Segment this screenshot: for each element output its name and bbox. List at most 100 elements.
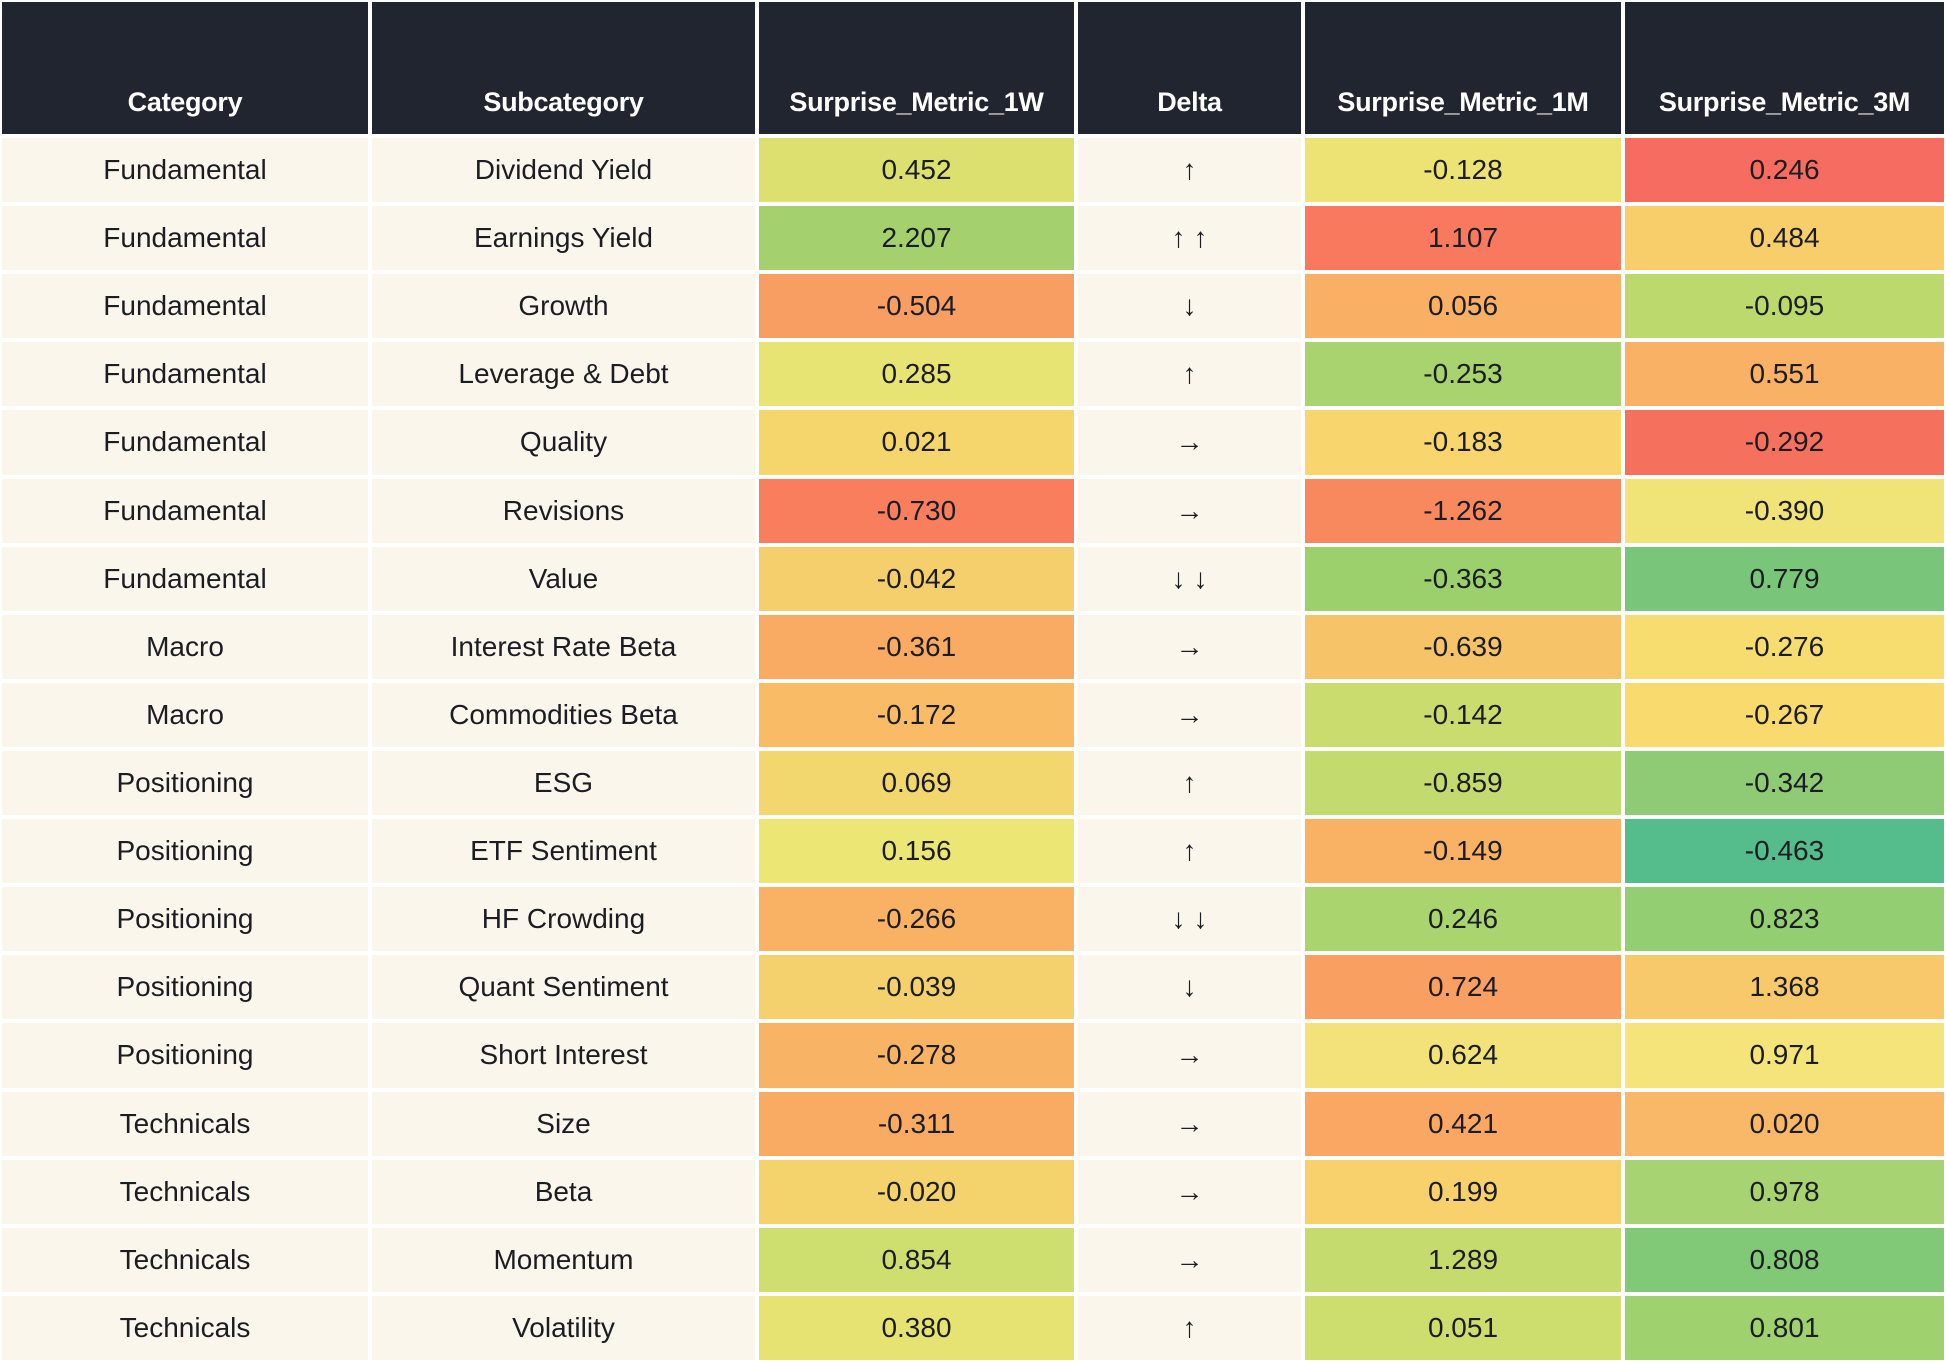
- table-row: Fundamental Earnings Yield 2.207 ↑↑ 1.107 0.4…: [0, 204, 1946, 273]
- subcategory-cell: Value: [370, 544, 757, 613]
- category-cell: Positioning: [0, 1021, 370, 1090]
- metric-1m-cell: -0.363: [1303, 544, 1623, 613]
- delta-cell: →: [1076, 1225, 1303, 1294]
- table-row: Positioning HF Crowding -0.266 ↓↓ 0.246 0.823: [0, 885, 1946, 954]
- subcategory-cell: Revisions: [370, 476, 757, 545]
- metric-1w-cell: -0.042: [757, 544, 1076, 613]
- metric-1m-cell: 0.246: [1303, 885, 1623, 954]
- metric-1w-cell: 0.021: [757, 408, 1076, 477]
- table-row: Positioning ETF Sentiment 0.156 ↑ -0.149 -0.4…: [0, 817, 1946, 886]
- category-cell: Fundamental: [0, 544, 370, 613]
- table-row: Fundamental Quality 0.021 → -0.183 -0.292: [0, 408, 1946, 477]
- metric-1m-cell: 0.056: [1303, 272, 1623, 341]
- category-cell: Fundamental: [0, 476, 370, 545]
- metric-3m-cell: 0.978: [1623, 1157, 1946, 1226]
- table-row: Fundamental Revisions -0.730 → -1.262 -0.390: [0, 476, 1946, 545]
- category-cell: Technicals: [0, 1157, 370, 1226]
- delta-cell: →: [1076, 476, 1303, 545]
- delta-cell: ↓: [1076, 272, 1303, 341]
- category-cell: Fundamental: [0, 408, 370, 477]
- metric-1w-cell: -0.361: [757, 612, 1076, 681]
- header-row: Category Subcategory Surprise_Metric_1W …: [0, 0, 1946, 136]
- subcategory-cell: Quant Sentiment: [370, 953, 757, 1022]
- metric-1w-cell: 0.285: [757, 340, 1076, 409]
- metric-1m-cell: -1.262: [1303, 476, 1623, 545]
- metric-1m-cell: 1.289: [1303, 1225, 1623, 1294]
- subcategory-cell: Interest Rate Beta: [370, 612, 757, 681]
- metric-3m-cell: 0.020: [1623, 1089, 1946, 1158]
- subcategory-cell: Quality: [370, 408, 757, 477]
- table-body: Fundamental Dividend Yield 0.452 ↑ -0.128 0.2…: [0, 136, 1946, 1362]
- table-row: Macro Commodities Beta -0.172 → -0.142 -0.267: [0, 680, 1946, 749]
- table-row: Technicals Size -0.311 → 0.421 0.020: [0, 1089, 1946, 1158]
- delta-cell: ↓↓: [1076, 885, 1303, 954]
- delta-cell: ↑: [1076, 748, 1303, 818]
- delta-cell: →: [1076, 612, 1303, 681]
- metric-3m-cell: 1.368: [1623, 953, 1946, 1022]
- category-cell: Fundamental: [0, 340, 370, 409]
- category-cell: Technicals: [0, 1293, 370, 1362]
- subcategory-cell: Beta: [370, 1157, 757, 1226]
- metric-1w-cell: 0.156: [757, 817, 1076, 886]
- metric-1w-cell: -0.039: [757, 953, 1076, 1022]
- metric-3m-cell: 0.779: [1623, 544, 1946, 613]
- metric-1m-cell: -0.183: [1303, 408, 1623, 477]
- table-row: Positioning Short Interest -0.278 → 0.624 0.9…: [0, 1021, 1946, 1090]
- category-cell: Fundamental: [0, 204, 370, 273]
- metric-1w-cell: -0.266: [757, 885, 1076, 954]
- metric-1m-cell: -0.128: [1303, 136, 1623, 205]
- table-row: Fundamental Value -0.042 ↓↓ -0.363 0.779: [0, 544, 1946, 613]
- category-cell: Macro: [0, 680, 370, 749]
- metric-1w-cell: -0.020: [757, 1157, 1076, 1226]
- table-row: Technicals Momentum 0.854 → 1.289 0.808: [0, 1225, 1946, 1294]
- delta-cell: ↑: [1076, 136, 1303, 205]
- metric-3m-cell: 0.246: [1623, 136, 1946, 205]
- metric-1w-cell: -0.172: [757, 680, 1076, 749]
- subcategory-cell: Volatility: [370, 1293, 757, 1362]
- metric-1m-cell: 0.724: [1303, 953, 1623, 1022]
- metric-1m-cell: -0.149: [1303, 817, 1623, 886]
- table-row: Macro Interest Rate Beta -0.361 → -0.639 -0.2…: [0, 612, 1946, 681]
- metric-3m-cell: 0.808: [1623, 1225, 1946, 1294]
- metric-3m-cell: 0.971: [1623, 1021, 1946, 1090]
- table-header: Category Subcategory Surprise_Metric_1W …: [0, 0, 1946, 136]
- table-row: Fundamental Growth -0.504 ↓ 0.056 -0.095: [0, 272, 1946, 341]
- subcategory-cell: Growth: [370, 272, 757, 341]
- metric-1w-cell: 0.854: [757, 1225, 1076, 1294]
- category-cell: Positioning: [0, 748, 370, 818]
- delta-cell: →: [1076, 1021, 1303, 1090]
- metric-3m-cell: 0.823: [1623, 885, 1946, 954]
- metric-3m-cell: -0.267: [1623, 680, 1946, 749]
- table-row: Technicals Volatility 0.380 ↑ 0.051 0.801: [0, 1293, 1946, 1362]
- category-cell: Positioning: [0, 885, 370, 954]
- category-cell: Fundamental: [0, 136, 370, 205]
- delta-cell: ↑: [1076, 340, 1303, 409]
- metric-3m-cell: 0.484: [1623, 204, 1946, 273]
- metric-1m-cell: -0.142: [1303, 680, 1623, 749]
- category-cell: Positioning: [0, 953, 370, 1022]
- table-row: Positioning Quant Sentiment -0.039 ↓ 0.724 1.…: [0, 953, 1946, 1022]
- metric-1m-cell: -0.253: [1303, 340, 1623, 409]
- metric-1m-cell: 0.421: [1303, 1089, 1623, 1158]
- subcategory-cell: Earnings Yield: [370, 204, 757, 273]
- metric-1w-cell: -0.278: [757, 1021, 1076, 1090]
- metric-3m-cell: -0.390: [1623, 476, 1946, 545]
- subcategory-cell: ESG: [370, 748, 757, 818]
- delta-cell: ↑: [1076, 817, 1303, 886]
- metric-3m-cell: -0.095: [1623, 272, 1946, 341]
- table-row: Technicals Beta -0.020 → 0.199 0.978: [0, 1157, 1946, 1226]
- table-row: Fundamental Leverage & Debt 0.285 ↑ -0.253 0.…: [0, 340, 1946, 409]
- metric-1w-cell: 0.069: [757, 748, 1076, 818]
- category-cell: Macro: [0, 612, 370, 681]
- metric-3m-cell: -0.342: [1623, 748, 1946, 818]
- delta-cell: →: [1076, 1089, 1303, 1158]
- subcategory-cell: Momentum: [370, 1225, 757, 1294]
- column-header-subcategory: Subcategory: [370, 0, 757, 136]
- delta-cell: →: [1076, 408, 1303, 477]
- metric-1w-cell: 2.207: [757, 204, 1076, 273]
- metric-3m-cell: -0.276: [1623, 612, 1946, 681]
- subcategory-cell: Dividend Yield: [370, 136, 757, 205]
- delta-cell: ↑: [1076, 1293, 1303, 1362]
- subcategory-cell: Size: [370, 1089, 757, 1158]
